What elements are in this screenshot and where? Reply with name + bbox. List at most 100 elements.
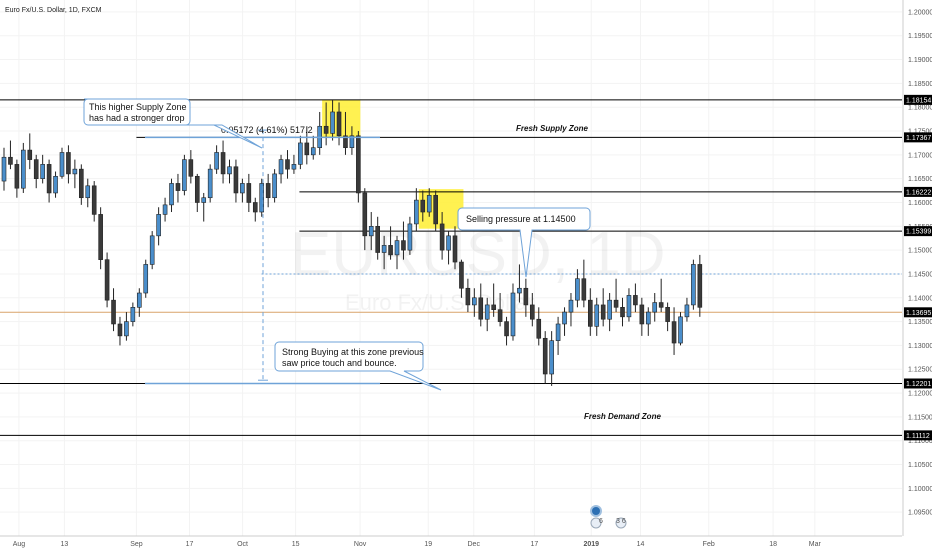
candle-down [343,135,348,148]
candle-up [207,168,213,199]
candle-down [633,295,638,306]
candle-up [259,183,265,213]
candle-down [536,318,542,339]
candle-down [542,337,548,375]
price-badge-bg [904,186,932,197]
candle-down [658,302,664,308]
candle-up [684,304,690,318]
price-badge-bg [904,378,932,389]
event-badge-right[interactable] [615,517,627,529]
price-tick-label: 1.19000 [908,57,932,64]
candle-down [388,245,393,256]
time-tick-label: 17 [530,541,538,548]
time-tick-label: 18 [769,541,777,548]
buying-callout-box [274,341,442,391]
candle-down [420,199,426,213]
time-tick-label: 2019 [583,541,599,548]
price-axis[interactable]: 1.09500 1.10000 1.10500 1.11000 1.11500 1.120… [902,0,932,550]
candle-up [575,278,580,301]
candle-down [356,135,361,194]
supply-callout[interactable]: This higher Supply Zone has had a strong… [83,98,263,149]
candle-up [549,340,554,375]
candle-up [472,297,477,306]
candle-up [594,304,600,327]
time-tick-label: Mar [809,541,822,548]
candle-up [291,164,297,170]
candle-up [310,147,316,156]
price-badge-bg [904,307,932,318]
time-axis[interactable]: Aug 13 Sep 17 Oct 15 Nov 19 Dec 17 2019 14 Feb 18 Mar [0,535,902,548]
price-badge-text: 1.11112 [906,433,930,440]
time-tick-label: Oct [237,541,248,548]
candle-up [414,199,419,225]
candle-up [555,323,561,341]
time-tick-label: 17 [186,541,194,548]
price-tick-label: 1.14500 [908,271,932,278]
price-tick-label: 1.16500 [908,176,932,183]
candle-down [233,166,239,194]
candle-up [691,264,696,306]
candle-down [620,307,625,318]
candle-down [265,183,271,199]
candle-up [626,295,632,318]
time-tick-label: 15 [292,541,300,548]
candle-up [426,195,432,213]
candle-up [240,183,245,194]
candle-down [523,287,529,306]
candle-up [53,175,58,194]
candle-up [40,164,45,179]
price-badge-text: 1.16222 [906,189,931,196]
candle-down [504,321,509,337]
candle-up [446,235,451,251]
candle-down [104,259,110,301]
event-badge-right-count: 3 6 [616,518,626,525]
candle-down [175,183,181,191]
candle-down [111,299,116,325]
time-tick-label: 13 [61,541,69,548]
price-badge-bg [904,226,932,237]
candle-up [214,152,219,170]
candle-down [401,240,406,251]
price-tick-label: 1.14000 [908,295,932,302]
price-badge-current: 1.13695 [904,307,932,318]
demand-zone-label: Fresh Demand Zone [584,412,661,421]
candle-up [394,240,400,256]
supply-callout-line-2: has had a stronger drop [89,113,185,123]
candle-down [79,168,84,199]
candle-up [182,159,187,191]
price-tick-label: 1.11000 [908,438,932,445]
candle-up [407,223,413,251]
supply-zone-label: Fresh Supply Zone [516,124,589,133]
buying-callout[interactable]: Strong Buying at this zone previous saw … [274,341,442,391]
price-badge-supply-top: 1.18154 [904,94,932,105]
selling-callout[interactable]: Selling pressure at 1.14500 [457,207,591,278]
candle-up [678,316,683,344]
candle-up [162,204,168,215]
candle-down [530,304,535,320]
event-badge-left[interactable] [590,517,602,529]
price-badge-mid-bottom: 1.15399 [904,226,932,237]
price-lines [0,99,902,436]
highlight-boxes [322,100,464,229]
price-tick-label: 1.13500 [908,319,932,326]
candle-up [85,185,91,199]
mid-highlight [418,189,464,229]
event-badge-top[interactable] [590,505,602,517]
candle-down [98,214,103,260]
candle-down [220,152,226,175]
candle-up [298,142,303,165]
price-badge-demand-bottom: 1.11112 [904,430,932,441]
time-tick-label: Sep [130,541,143,548]
candle-down [639,304,645,325]
time-tick-label: Dec [468,541,481,548]
candle-down [336,111,342,137]
price-badge-supply-bottom: 1.17367 [904,132,932,143]
candle-up [652,302,658,313]
event-badges[interactable]: 6 3 6 [590,505,627,529]
price-badge-text: 1.17367 [906,135,931,142]
price-tick-label: 1.10500 [908,462,932,469]
candle-up [272,173,277,199]
candle-down [246,183,252,203]
